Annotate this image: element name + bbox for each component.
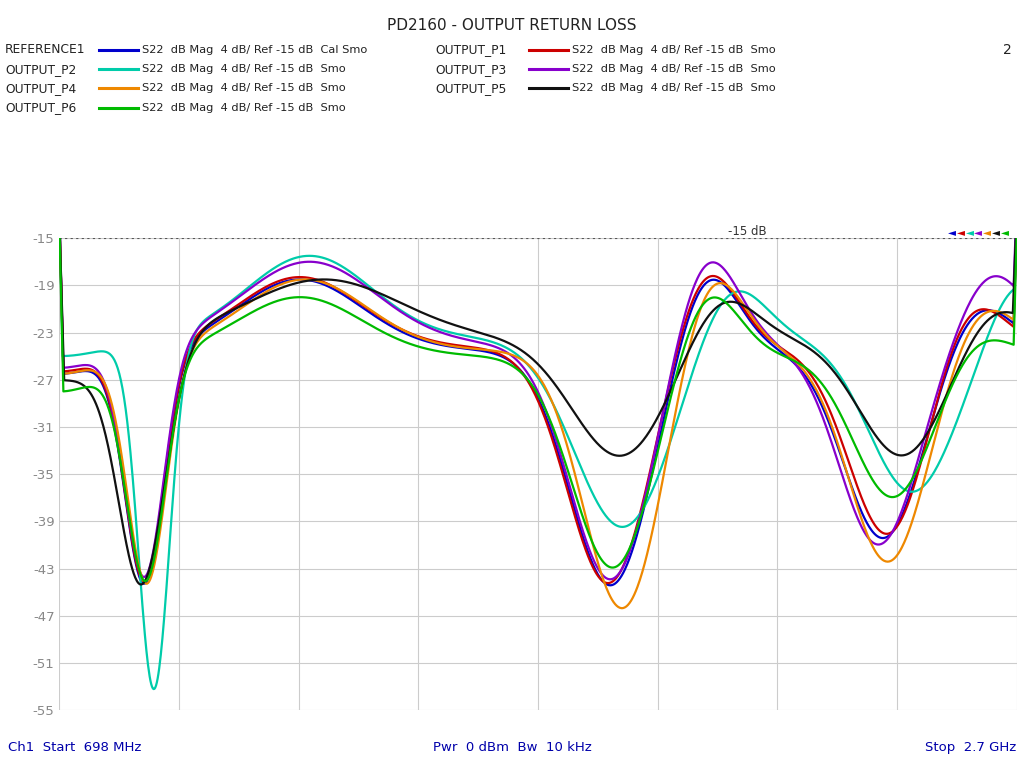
Text: PD2160 - OUTPUT RETURN LOSS: PD2160 - OUTPUT RETURN LOSS — [387, 18, 637, 34]
Text: S22  dB Mag  4 dB/ Ref -15 dB  Smo: S22 dB Mag 4 dB/ Ref -15 dB Smo — [142, 102, 346, 113]
Text: OUTPUT_P5: OUTPUT_P5 — [435, 82, 507, 94]
Text: S22  dB Mag  4 dB/ Ref -15 dB  Smo: S22 dB Mag 4 dB/ Ref -15 dB Smo — [572, 83, 776, 94]
Text: OUTPUT_P4: OUTPUT_P4 — [5, 82, 77, 94]
Text: ◄: ◄ — [948, 227, 956, 237]
Text: ◄: ◄ — [966, 227, 974, 237]
Text: OUTPUT_P6: OUTPUT_P6 — [5, 101, 77, 114]
Text: S22  dB Mag  4 dB/ Ref -15 dB  Cal Smo: S22 dB Mag 4 dB/ Ref -15 dB Cal Smo — [142, 45, 368, 55]
Text: OUTPUT_P2: OUTPUT_P2 — [5, 63, 77, 75]
Text: OUTPUT_P3: OUTPUT_P3 — [435, 63, 507, 75]
Text: Pwr  0 dBm  Bw  10 kHz: Pwr 0 dBm Bw 10 kHz — [432, 741, 592, 754]
Text: S22  dB Mag  4 dB/ Ref -15 dB  Smo: S22 dB Mag 4 dB/ Ref -15 dB Smo — [142, 64, 346, 74]
Text: OUTPUT_P1: OUTPUT_P1 — [435, 44, 507, 56]
Text: S22  dB Mag  4 dB/ Ref -15 dB  Smo: S22 dB Mag 4 dB/ Ref -15 dB Smo — [572, 64, 776, 74]
Text: ◄: ◄ — [983, 227, 991, 237]
Text: Ch1  Start  698 MHz: Ch1 Start 698 MHz — [8, 741, 141, 754]
Text: S22  dB Mag  4 dB/ Ref -15 dB  Smo: S22 dB Mag 4 dB/ Ref -15 dB Smo — [572, 45, 776, 55]
Text: ◄: ◄ — [975, 227, 982, 237]
Text: Stop  2.7 GHz: Stop 2.7 GHz — [925, 741, 1016, 754]
Text: ◄: ◄ — [1000, 227, 1009, 237]
Text: -15 dB: -15 dB — [728, 225, 766, 238]
Text: ◄: ◄ — [957, 227, 965, 237]
Text: REFERENCE1: REFERENCE1 — [5, 44, 86, 56]
Text: 2: 2 — [1002, 43, 1012, 57]
Text: ◄: ◄ — [992, 227, 999, 237]
Text: S22  dB Mag  4 dB/ Ref -15 dB  Smo: S22 dB Mag 4 dB/ Ref -15 dB Smo — [142, 83, 346, 94]
